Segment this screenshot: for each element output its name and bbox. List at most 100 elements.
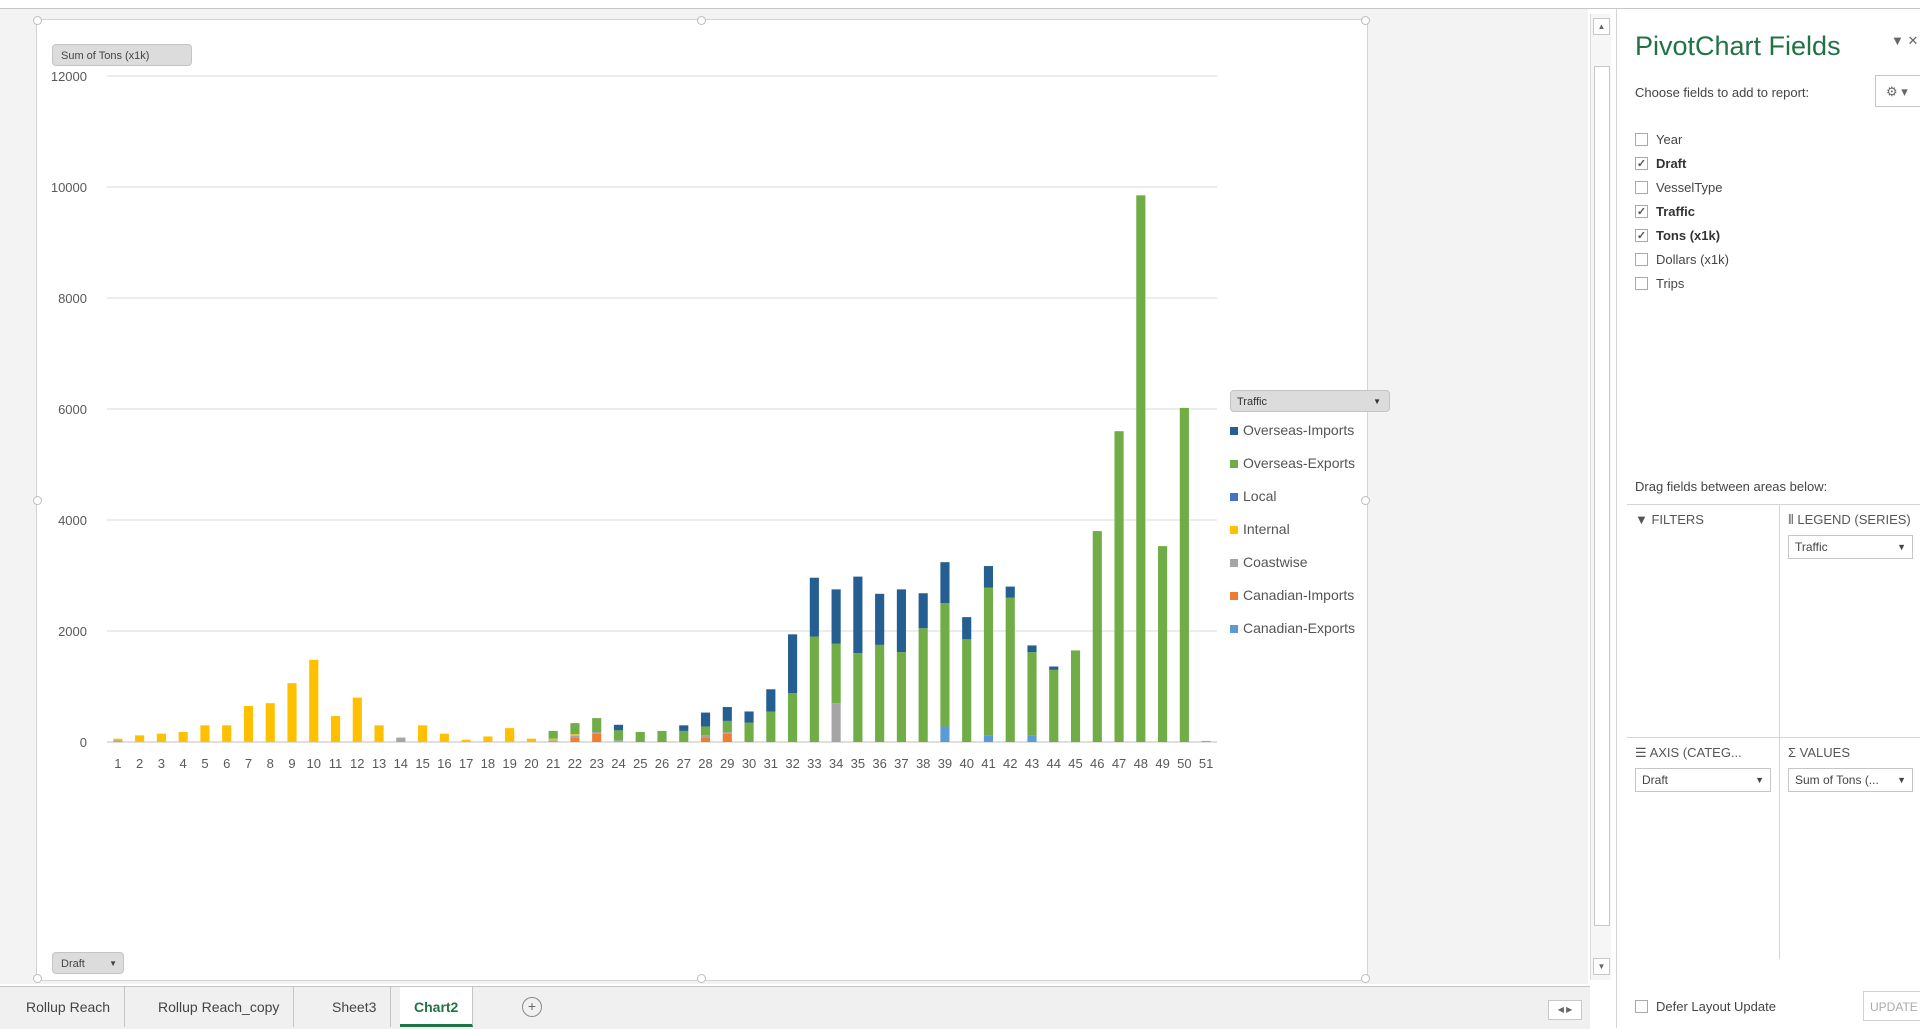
legend-field-button[interactable]: Traffic ▼ — [1230, 390, 1390, 412]
defer-layout[interactable]: Defer Layout Update — [1635, 999, 1776, 1014]
field-list: Year ✓ Draft VesselType ✓ Traffic ✓ Tons (x… — [1635, 127, 1729, 295]
chart-legend[interactable]: Traffic ▼ Overseas-Imports Overseas-Expor… — [1230, 390, 1390, 645]
bar-segment — [1027, 652, 1037, 736]
bar-segment — [505, 728, 515, 742]
drag-fields-label: Drag fields between areas below: — [1635, 479, 1828, 494]
axis-field-label: Draft — [1642, 773, 1669, 787]
chevron-down-icon: ▼ — [1755, 775, 1764, 785]
checkbox[interactable] — [1635, 1000, 1648, 1013]
checkbox-checked[interactable]: ✓ — [1635, 228, 1648, 242]
axis-draft-field[interactable]: Draft ▼ — [1635, 768, 1771, 792]
field-draft[interactable]: ✓ Draft — [1635, 151, 1729, 175]
field-label: Draft — [1656, 155, 1687, 171]
resize-handle[interactable] — [33, 16, 42, 25]
gear-icon[interactable]: ⚙ ▾ — [1875, 75, 1920, 107]
y-tick-label: 4000 — [58, 513, 87, 528]
bar-segment — [592, 718, 602, 733]
field-traffic[interactable]: ✓ Traffic — [1635, 199, 1729, 223]
x-tick-label: 29 — [720, 756, 734, 771]
checkbox-checked[interactable]: ✓ — [1635, 204, 1648, 218]
resize-handle[interactable] — [697, 16, 706, 25]
scroll-up-button[interactable]: ▲ — [1593, 18, 1610, 35]
tab-rollup-reach-copy[interactable]: Rollup Reach_copy — [144, 987, 295, 1027]
resize-handle[interactable] — [1361, 16, 1370, 25]
legend-area[interactable]: ⦀ LEGEND (SERIES) Traffic ▼ — [1780, 504, 1920, 559]
bar-segment — [592, 732, 602, 734]
update-button[interactable]: UPDATE — [1863, 991, 1920, 1021]
chart-frame[interactable]: 0 2000 4000 6000 8000 10000 12000 1 2 3 4 5 6 7 8 9 10 11… — [33, 16, 1390, 983]
bar-segment — [875, 644, 885, 742]
legend-item[interactable]: Overseas-Imports — [1230, 414, 1390, 447]
bar-segment — [243, 705, 254, 742]
tab-chart2[interactable]: Chart2 — [400, 987, 474, 1027]
field-year[interactable]: Year — [1635, 127, 1729, 151]
y-tick-label: 6000 — [58, 402, 87, 417]
resize-handle[interactable] — [1361, 974, 1370, 983]
add-sheet-icon[interactable]: + — [522, 997, 542, 1017]
field-trips[interactable]: Trips — [1635, 271, 1729, 295]
values-field-button[interactable]: Sum of Tons (x1k) — [52, 44, 192, 66]
resize-handle[interactable] — [1361, 496, 1370, 505]
values-field-label: Sum of Tons (... — [1795, 773, 1879, 787]
x-tick-label: 6 — [223, 756, 230, 771]
axis-field-button[interactable]: Draft ▼ — [52, 952, 124, 974]
bar-segment — [592, 733, 602, 742]
top-border — [0, 0, 1920, 9]
checkbox[interactable] — [1635, 132, 1648, 146]
filters-area[interactable]: ▼ FILTERS — [1627, 504, 1779, 535]
vertical-scrollbar[interactable]: ▲ ▼ — [1590, 14, 1611, 980]
legend-label: Local — [1243, 488, 1277, 504]
axis-rows-icon: ☰ — [1635, 745, 1650, 760]
x-tick-label: 45 — [1068, 756, 1082, 771]
bar-segment — [113, 738, 123, 741]
resize-handle[interactable] — [697, 974, 706, 983]
bar-segment — [613, 724, 624, 731]
scroll-thumb[interactable] — [1594, 66, 1610, 926]
bar-segment — [962, 617, 972, 640]
bar-segment — [1136, 195, 1146, 742]
checkbox[interactable] — [1635, 180, 1648, 194]
x-tick-label: 51 — [1199, 756, 1213, 771]
bar-segment — [722, 732, 732, 734]
bar-segment — [1201, 740, 1211, 742]
scroll-down-button[interactable]: ▼ — [1593, 958, 1610, 975]
x-tick-label: 18 — [481, 756, 495, 771]
values-area-label: VALUES — [1799, 745, 1850, 760]
axis-area[interactable]: ☰ AXIS (CATEG... Draft ▼ — [1627, 737, 1779, 792]
legend-traffic-field[interactable]: Traffic ▼ — [1788, 535, 1913, 559]
field-tons[interactable]: ✓ Tons (x1k) — [1635, 223, 1729, 247]
field-vesseltype[interactable]: VesselType — [1635, 175, 1729, 199]
x-tick-label: 17 — [459, 756, 473, 771]
legend-item[interactable]: Local — [1230, 480, 1390, 513]
resize-handle[interactable] — [33, 974, 42, 983]
bar-segment — [439, 733, 449, 742]
y-tick-label: 2000 — [58, 624, 87, 639]
legend-item[interactable]: Coastwise — [1230, 546, 1390, 579]
checkbox[interactable] — [1635, 252, 1648, 266]
x-tick-label: 35 — [851, 756, 865, 771]
values-sum-field[interactable]: Sum of Tons (... ▼ — [1788, 768, 1913, 792]
sigma-icon: Σ — [1788, 745, 1800, 760]
chevron-down-icon: ▼ — [109, 959, 117, 968]
bar-segment — [700, 737, 711, 742]
legend-item[interactable]: Overseas-Exports — [1230, 447, 1390, 480]
x-tick-label: 8 — [267, 756, 274, 771]
bar-segment — [766, 711, 776, 742]
legend-item[interactable]: Canadian-Exports — [1230, 612, 1390, 645]
legend-swatch — [1230, 591, 1238, 600]
checkbox-checked[interactable]: ✓ — [1635, 156, 1648, 170]
checkbox[interactable] — [1635, 276, 1648, 290]
legend-item[interactable]: Canadian-Imports — [1230, 579, 1390, 612]
bar-segment — [831, 643, 841, 704]
legend-item[interactable]: Internal — [1230, 513, 1390, 546]
bar-segment — [570, 735, 580, 738]
field-dollars[interactable]: Dollars (x1k) — [1635, 247, 1729, 271]
values-area[interactable]: Σ VALUES Sum of Tons (... ▼ — [1780, 737, 1920, 792]
pane-menu-icon[interactable]: ▼ ✕ — [1891, 33, 1919, 48]
tab-rollup-reach[interactable]: Rollup Reach — [12, 987, 126, 1027]
resize-handle[interactable] — [33, 496, 42, 505]
field-label: Traffic — [1656, 203, 1696, 219]
tab-sheet3[interactable]: Sheet3 — [318, 987, 392, 1027]
horizontal-scroll-buttons[interactable]: ◀ ▶ — [1548, 1000, 1582, 1020]
